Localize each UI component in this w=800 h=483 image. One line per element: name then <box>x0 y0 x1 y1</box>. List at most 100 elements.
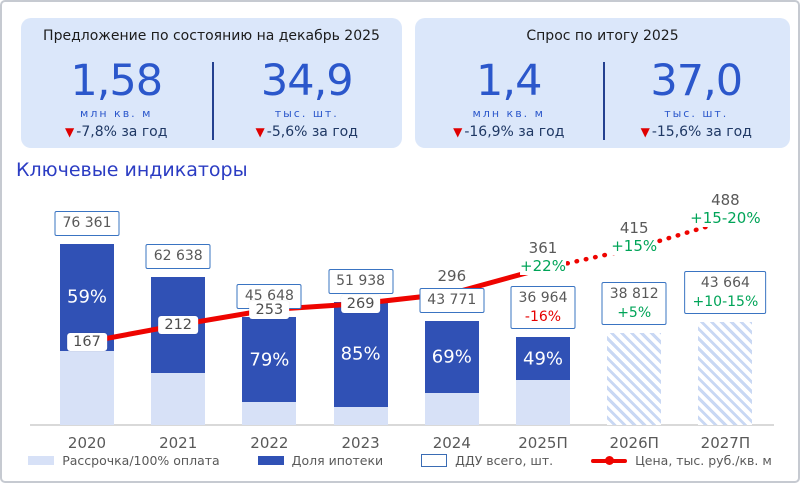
x-axis-line <box>30 424 774 426</box>
bar-2027П-forecast <box>698 321 753 425</box>
ddu-total-value: 76 361 <box>62 215 112 232</box>
x-label-2020: 2020 <box>67 434 107 452</box>
x-label-2026П: 2026П <box>609 434 659 452</box>
metric-value: 34,9 <box>260 56 354 106</box>
x-label-2022: 2022 <box>250 434 289 452</box>
bar-2024-mortgage <box>424 321 479 393</box>
ddu-total-box-2020: 76 361 <box>54 211 120 237</box>
ddu-total-value: 51 938 <box>336 272 386 289</box>
x-label-2023: 2023 <box>341 434 380 452</box>
metric-unit: млн кв. м <box>472 107 545 120</box>
x-label-2024: 2024 <box>432 434 471 452</box>
down-triangle-icon: ▼ <box>255 125 265 139</box>
price-value: 415 <box>619 218 649 237</box>
ddu-total-change: +5% <box>617 305 652 321</box>
price-label-2021: 212 <box>158 316 199 335</box>
mortgage-share-label-2020: 59% <box>66 286 108 308</box>
ddu-total-value: 38 812 <box>609 286 659 302</box>
legend-label: Рассрочка/100% оплата <box>62 453 220 468</box>
price-change: +15-20% <box>690 209 761 228</box>
metric-value: 37,0 <box>650 56 743 106</box>
x-label-2027П: 2027П <box>700 434 751 452</box>
down-triangle-icon: ▼ <box>65 125 75 139</box>
mortgage-share-label-2023: 85% <box>340 343 381 365</box>
metric-change: ▼ -15,6% за год <box>603 124 791 140</box>
metric-unit: тыс. шт. <box>274 107 339 120</box>
metric-unit: тыс. шт. <box>664 107 729 120</box>
mortgage-share-label-2022: 79% <box>249 349 290 371</box>
bar-2022-installment <box>242 402 297 425</box>
price-label-2023: 269 <box>340 294 381 313</box>
ddu-total-box-2025П: 36 964 -16% <box>510 286 576 330</box>
x-label-2021: 2021 <box>159 434 198 452</box>
metric-change: ▼ -5,6% за год <box>212 124 403 140</box>
ddu-total-change: -16% <box>524 309 562 326</box>
ddu-total-value: 36 964 <box>518 290 568 307</box>
legend-item-mortgage: Доля ипотеки <box>257 453 384 468</box>
mortgage-swatch-icon <box>257 456 284 465</box>
bar-2025П-installment <box>516 380 570 425</box>
metric-supply-units: 34,9 тыс. шт. ▼ -5,6% за год <box>212 58 403 148</box>
card-divider <box>602 62 605 140</box>
card-divider <box>211 62 214 140</box>
price-label-2027П: 488 +15-20% <box>690 191 761 228</box>
ddu-total-box-2021: 62 638 <box>145 243 211 269</box>
bar-2025П-mortgage <box>516 337 570 381</box>
metric-change: ▼ -7,8% за год <box>21 124 212 140</box>
metric-change-text: -16,9% за год <box>464 124 565 140</box>
metric-unit: млн кв. м <box>80 107 153 120</box>
price-label-2020: 167 <box>67 333 107 352</box>
price-change: +15% <box>611 236 658 255</box>
down-triangle-icon: ▼ <box>640 125 650 139</box>
bar-2021-installment <box>151 373 206 425</box>
bar-2026П-forecast <box>607 333 662 425</box>
ddu-box-swatch-icon <box>421 454 448 467</box>
mortgage-share-label-2024: 69% <box>431 346 472 368</box>
ddu-total-value: 45 648 <box>244 287 294 304</box>
price-value: 488 <box>711 191 740 210</box>
price-label-2025П: 361 +22% <box>520 239 566 275</box>
legend-item-price: Цена, тыс. руб./кв. м <box>591 453 772 468</box>
bar-2022-mortgage <box>242 316 297 403</box>
metric-change-text: -15,6% за год <box>651 124 752 140</box>
ddu-total-value: 43 771 <box>427 292 477 309</box>
legend-label: Доля ипотеки <box>291 453 384 468</box>
ddu-total-box-2023: 51 938 <box>328 268 394 294</box>
price-value: 361 <box>528 238 558 257</box>
bar-2020-installment <box>60 350 114 425</box>
installment-swatch-icon <box>28 456 55 465</box>
ddu-total-box-2024: 43 771 <box>419 288 485 314</box>
section-title: Ключевые индикаторы <box>16 159 248 181</box>
ddu-total-box-2026П: 38 812 +5% <box>601 282 667 325</box>
x-label-2025П: 2025П <box>518 434 568 452</box>
bar-2023-mortgage <box>333 301 388 407</box>
bar-2024-installment <box>424 392 479 425</box>
metric-value: 1,4 <box>476 56 542 106</box>
legend-item-installment: Рассрочка/100% оплата <box>28 453 220 468</box>
kpi-card-title: Предложение по состоянию на декабрь 2025 <box>43 28 380 44</box>
price-change: +22% <box>520 256 566 275</box>
price-line <box>84 218 728 345</box>
price-label-2022: 253 <box>249 300 290 319</box>
price-line-swatch-icon <box>591 455 628 466</box>
ddu-total-value: 62 638 <box>153 247 203 264</box>
key-indicators-chart: Рассрочка/100% оплата Доля ипотеки ДДУ в… <box>2 187 798 481</box>
metric-change-text: -7,8% за год <box>76 124 168 140</box>
bar-2023-installment <box>333 406 388 425</box>
mortgage-share-label-2025П: 49% <box>522 348 564 370</box>
ddu-total-change: +10-15% <box>692 293 759 310</box>
price-label-2026П: 415 +15% <box>611 218 658 255</box>
price-label-2024: 296 <box>437 267 467 286</box>
metric-demand-units: 37,0 тыс. шт. ▼ -15,6% за год <box>603 58 791 148</box>
metric-value: 1,58 <box>70 56 163 106</box>
legend-item-ddu: ДДУ всего, шт. <box>421 453 553 468</box>
kpi-card-title: Спрос по итогу 2025 <box>526 28 679 44</box>
metric-demand-area: 1,4 млн кв. м ▼ -16,9% за год <box>415 58 603 148</box>
down-triangle-icon: ▼ <box>453 125 463 139</box>
metric-supply-area: 1,58 млн кв. м ▼ -7,8% за год <box>21 58 212 148</box>
legend-label: Цена, тыс. руб./кв. м <box>635 453 772 468</box>
bar-2020-mortgage <box>60 244 114 351</box>
kpi-card-supply: Предложение по состоянию на декабрь 2025… <box>21 18 402 148</box>
ddu-total-box-2027П: 43 664 +10-15% <box>684 270 767 314</box>
